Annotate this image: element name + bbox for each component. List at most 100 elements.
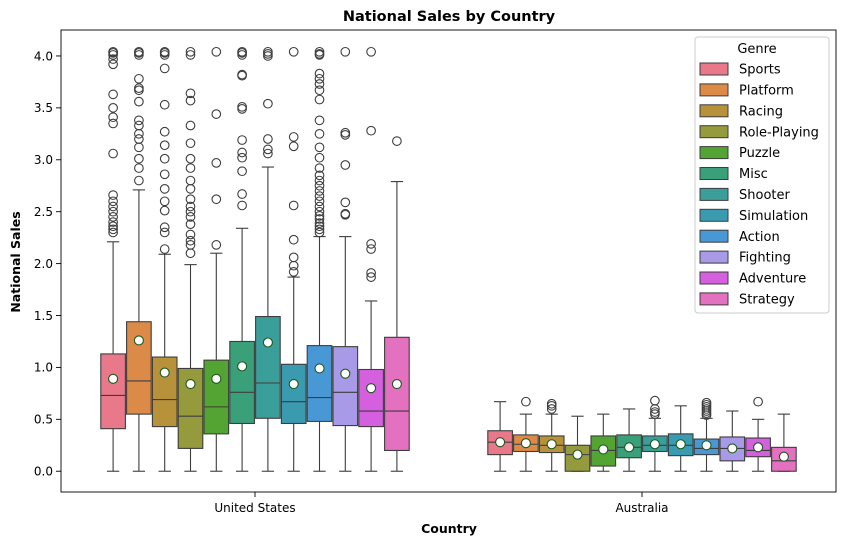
- outlier-point: [108, 227, 118, 238]
- outlier-point: [159, 183, 170, 194]
- outlier-point: [185, 120, 196, 131]
- box-racing-au: [538, 398, 565, 472]
- outlier-point: [185, 219, 196, 229]
- mean-marker: [237, 361, 248, 372]
- outlier-point: [314, 85, 325, 96]
- outlier-point: [134, 46, 144, 57]
- legend-label: Simulation: [739, 209, 808, 224]
- outlier-point: [314, 214, 325, 224]
- outlier-point: [366, 125, 376, 136]
- y-tick-label: 2.5: [34, 205, 53, 219]
- legend-swatch: [699, 62, 729, 76]
- outlier-point: [108, 201, 118, 212]
- outlier-point: [108, 89, 118, 100]
- outlier-point: [314, 224, 325, 235]
- box-misc-us: [229, 46, 255, 472]
- outlier-point: [185, 248, 196, 259]
- outlier-point: [701, 397, 712, 408]
- mean-marker: [108, 373, 119, 384]
- box-role-playing-au: [564, 415, 591, 472]
- box-iqr: [229, 340, 255, 425]
- mean-marker: [314, 363, 325, 374]
- box-racing-us: [151, 46, 178, 472]
- outlier-point: [366, 244, 376, 254]
- box-iqr: [151, 356, 178, 428]
- legend-swatch: [699, 292, 729, 306]
- legend-swatch: [699, 146, 729, 160]
- legend-swatch: [699, 83, 729, 97]
- outlier-point: [159, 244, 170, 254]
- outlier-point: [314, 163, 325, 173]
- y-tick-label: 0.0: [34, 465, 53, 479]
- box-puzzle-au: [590, 413, 617, 472]
- outlier-point: [263, 46, 273, 57]
- legend-label: Sports: [739, 63, 781, 78]
- legend-swatch: [699, 104, 729, 118]
- box-iqr: [203, 359, 230, 435]
- outlier-point: [108, 103, 118, 113]
- outlier-point: [159, 169, 170, 180]
- outlier-point: [288, 141, 299, 152]
- outlier-point: [185, 201, 196, 212]
- box-iqr: [384, 336, 410, 452]
- outlier-point: [108, 212, 118, 222]
- outlier-point: [237, 166, 247, 177]
- legend-label: Fighting: [739, 251, 791, 266]
- outlier-point: [134, 73, 144, 84]
- outlier-point: [134, 163, 144, 173]
- outlier-point: [314, 201, 325, 212]
- outlier-point: [185, 50, 196, 60]
- outlier-point: [314, 73, 325, 84]
- outlier-point: [159, 222, 170, 233]
- mean-marker: [211, 373, 222, 384]
- legend-label: Role-Playing: [739, 125, 819, 140]
- outlier-point: [340, 130, 351, 140]
- box-puzzle-us: [203, 46, 230, 472]
- outlier-point: [237, 101, 247, 112]
- box-action-us: [306, 46, 333, 472]
- outlier-point: [159, 205, 170, 216]
- legend-swatch: [699, 167, 729, 180]
- outlier-point: [134, 153, 144, 164]
- outlier-point: [314, 191, 325, 201]
- legend-label: Puzzle: [739, 146, 780, 161]
- box-sports-us: [100, 46, 126, 472]
- outlier-point: [108, 148, 118, 159]
- box-fighting-au: [719, 410, 746, 472]
- outlier-point: [159, 126, 170, 137]
- mean-marker: [778, 451, 789, 462]
- legend-label: Adventure: [739, 272, 806, 287]
- outlier-point: [314, 46, 325, 57]
- outlier-point: [314, 94, 325, 105]
- outlier-point: [134, 142, 144, 153]
- box-iqr: [255, 315, 281, 419]
- legend-swatch: [699, 125, 729, 139]
- legend-swatch: [699, 187, 729, 201]
- outlier-point: [753, 396, 763, 407]
- outlier-point: [159, 46, 170, 57]
- outlier-point: [546, 398, 557, 409]
- outlier-point: [650, 407, 660, 417]
- outlier-point: [366, 272, 376, 282]
- mean-marker: [649, 439, 660, 450]
- outlier-point: [108, 217, 118, 227]
- outlier-point: [340, 208, 351, 219]
- outlier-point: [314, 68, 325, 79]
- outlier-point: [108, 54, 118, 64]
- outlier-point: [314, 175, 325, 186]
- outlier-point: [211, 158, 222, 168]
- outlier-point: [314, 221, 325, 232]
- box-platform-us: [126, 46, 152, 472]
- outlier-point: [108, 221, 118, 232]
- outlier-point: [314, 115, 325, 126]
- mean-marker: [133, 335, 144, 346]
- legend-swatch: [699, 208, 729, 222]
- outlier-point: [185, 163, 196, 173]
- box-adventure-au: [745, 396, 771, 472]
- box-shooter-us: [255, 46, 281, 472]
- outlier-point: [185, 46, 196, 57]
- outlier-point: [159, 63, 170, 74]
- outlier-point: [314, 186, 325, 196]
- y-tick-label: 3.5: [34, 101, 53, 115]
